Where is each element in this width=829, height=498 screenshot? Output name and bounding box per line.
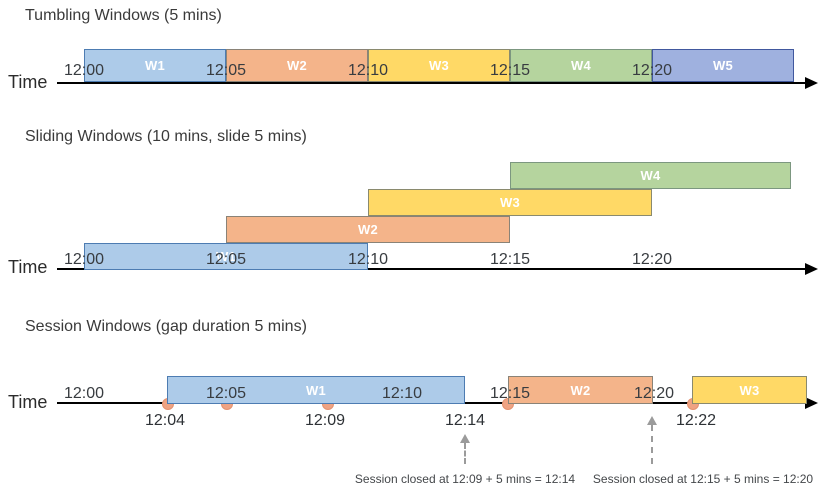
window-label: W3 <box>739 382 760 398</box>
window-label: W1 <box>215 249 237 264</box>
window-label: W1 <box>305 382 327 398</box>
tick-label: 12:00 <box>63 62 105 79</box>
event-time-label: 12:22 <box>675 412 717 429</box>
tick-label: 12:10 <box>347 62 389 79</box>
tick-label: 12:10 <box>347 251 389 268</box>
tick-label: 12:15 <box>489 62 531 79</box>
tick-label: 12:20 <box>633 385 675 402</box>
window-label: W2 <box>357 222 379 237</box>
session-title: Session Windows (gap duration 5 mins) <box>25 318 307 335</box>
tumbling-window-w5: W5 <box>652 49 794 82</box>
window-label: W3 <box>428 58 450 73</box>
sliding-window-w3: W3 <box>368 189 652 216</box>
tick-label: 12:00 <box>63 251 105 268</box>
tick-label: 12:20 <box>631 251 673 268</box>
window-label: W4 <box>570 58 592 73</box>
sliding-timeline <box>57 268 805 270</box>
session-close-annotation-1: Session closed at 12:09 + 5 mins = 12:14 <box>354 472 576 486</box>
tumbling-timeline-arrow-icon <box>805 77 818 89</box>
window-label: W1 <box>144 58 166 73</box>
window-label: W3 <box>499 195 521 210</box>
sliding-window-w4: W4 <box>510 162 791 189</box>
sliding-timeline-arrow-icon <box>805 263 818 275</box>
tick-label: 12:15 <box>489 251 531 268</box>
event-time-label: 12:09 <box>304 412 346 429</box>
window-label: W2 <box>570 382 591 398</box>
tumbling-timeline <box>57 82 805 84</box>
tumbling-time-axis-label: Time <box>8 72 48 92</box>
session-close-annotation-2: Session closed at 12:15 + 5 mins = 12:20 <box>592 472 814 486</box>
sliding-title: Sliding Windows (10 mins, slide 5 mins) <box>25 128 307 145</box>
tick-label: 12:05 <box>205 62 247 79</box>
sliding-time-axis-label: Time <box>8 257 48 277</box>
window-label: W2 <box>286 58 308 73</box>
callout-arrow-line <box>464 443 466 464</box>
tick-label: 12:05 <box>205 385 247 402</box>
sliding-window-w1: W1 <box>84 243 368 270</box>
session-window-w1: W1 <box>167 376 465 404</box>
tick-label: 12:10 <box>381 385 423 402</box>
sliding-window-w2: W2 <box>226 216 510 243</box>
tick-label: 12:15 <box>489 385 531 402</box>
session-window-w3: W3 <box>692 376 807 404</box>
callout-arrow-line <box>651 425 653 464</box>
event-time-label: 12:04 <box>144 412 186 429</box>
tumbling-window-w4: W4 <box>510 49 652 82</box>
tick-label: 12:05 <box>205 251 247 268</box>
tumbling-window-w3: W3 <box>368 49 510 82</box>
window-label: W5 <box>712 58 734 73</box>
tick-label: 12:00 <box>63 385 105 402</box>
tumbling-title: Tumbling Windows (5 mins) <box>25 7 222 24</box>
event-time-label: 12:14 <box>444 412 486 429</box>
tumbling-window-w2: W2 <box>226 49 368 82</box>
tick-label: 12:20 <box>631 62 673 79</box>
session-time-axis-label: Time <box>8 392 48 412</box>
window-label: W4 <box>640 168 661 183</box>
callout-arrow-icon <box>647 416 657 425</box>
callout-arrow-icon <box>460 434 470 443</box>
session-timeline-arrow-icon <box>805 397 818 409</box>
session-window-w2: W2 <box>508 376 653 404</box>
tumbling-window-w1: W1 <box>84 49 226 82</box>
